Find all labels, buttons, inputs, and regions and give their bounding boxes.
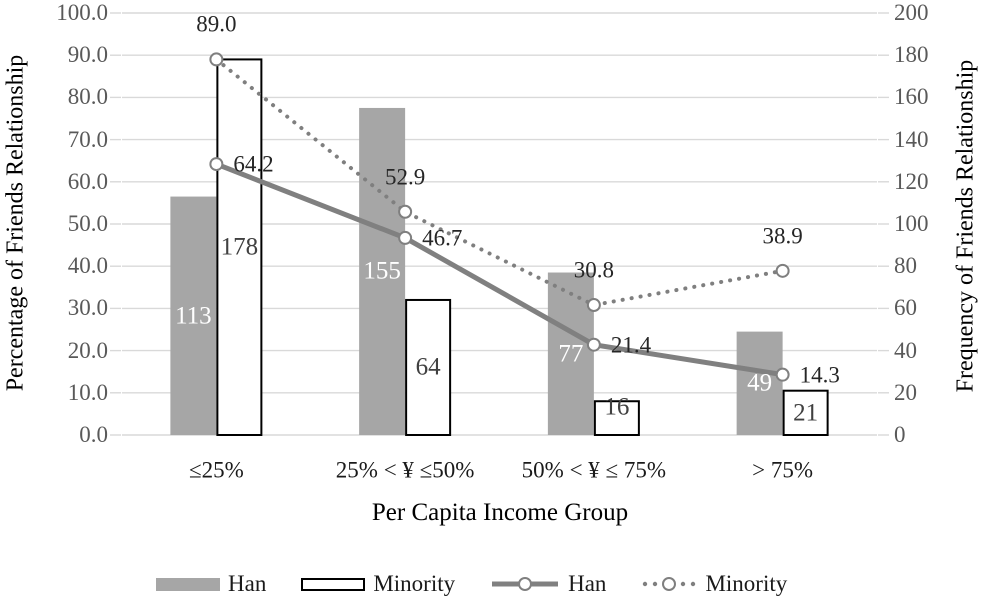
- right-axis-tick-label: 40: [894, 337, 917, 363]
- minority-line-value-label: 52.9: [385, 164, 426, 190]
- han-line-value-label: 64.2: [233, 151, 274, 177]
- right-axis-tick-label: 80: [894, 253, 917, 279]
- minority-line-marker: [775, 263, 790, 278]
- han-bar-value-label: 155: [363, 257, 401, 285]
- minority-bar-value-label: 178: [220, 233, 259, 261]
- right-axis-title: Frequency of Friends Relationship: [952, 59, 979, 393]
- minority-line-marker: [209, 52, 224, 67]
- minority-bar-value-label: 16: [604, 393, 630, 421]
- left-axis-tick-label: 100.0: [56, 0, 108, 25]
- han-bar-value-label: 113: [175, 302, 212, 330]
- han-bar: [170, 196, 217, 435]
- minority-line-marker: [398, 204, 413, 219]
- right-axis-tick-label: 180: [894, 42, 929, 68]
- x-category-label: > 75%: [752, 457, 814, 483]
- minority-bar: [782, 389, 829, 437]
- han-bar: [359, 107, 406, 435]
- han-line-marker: [586, 337, 601, 352]
- han-line-marker: [775, 367, 790, 382]
- minority-line-value-label: 38.9: [762, 223, 803, 249]
- left-axis-tick-label: 90.0: [67, 42, 108, 68]
- han-bar-value-label: 49: [747, 369, 773, 397]
- legend: Han Minority Han Minority: [156, 571, 787, 597]
- left-axis-tick-label: 60.0: [67, 168, 108, 194]
- legend-item-minority-bar: Minority: [301, 571, 455, 597]
- han-bar-swatch: [156, 577, 220, 591]
- legend-item-han-line: Han: [490, 571, 606, 597]
- legend-label: Han: [228, 571, 267, 596]
- minority-line: [214, 57, 785, 308]
- left-axis-tick-label: 40.0: [67, 253, 108, 279]
- minority-line-value-label: 30.8: [573, 257, 614, 283]
- minority-bar-value-label: 21: [793, 399, 819, 427]
- legend-item-han-bar: Han: [156, 571, 266, 597]
- right-axis-tick-label: 0: [894, 422, 906, 447]
- x-axis-title: Per Capita Income Group: [371, 499, 629, 526]
- x-category-label: 25% < ¥ ≤50%: [335, 457, 475, 483]
- minority-bar-value-label: 64: [415, 353, 441, 381]
- right-axis-tick-label: 60: [894, 295, 917, 321]
- han-bar: [547, 272, 594, 435]
- han-line-value-label: 14.3: [799, 362, 840, 388]
- legend-label: Minority: [705, 571, 788, 596]
- left-axis-tick-label: 70.0: [67, 126, 108, 152]
- han-line-marker: [398, 230, 413, 245]
- x-category-label: ≤25%: [188, 457, 244, 483]
- left-axis-tick-label: 10.0: [67, 379, 108, 405]
- left-axis-tick-label: 30.0: [67, 295, 108, 321]
- left-axis-title: Percentage of Friends Relationship: [2, 54, 29, 392]
- left-axis-tick-label: 80.0: [67, 84, 108, 110]
- legend-item-minority-line: Minority: [641, 571, 787, 597]
- han-bar: [736, 331, 783, 435]
- minority-line-value-label: 89.0: [196, 11, 237, 37]
- minority-bar-swatch: [301, 577, 366, 591]
- han-bar-value-label: 77: [558, 340, 584, 368]
- right-axis-tick-label: 120: [894, 168, 929, 194]
- han-line-value-label: 46.7: [422, 225, 463, 251]
- right-axis-tick-label: 200: [894, 0, 929, 25]
- han-line-marker: [209, 157, 224, 172]
- right-axis-tick-label: 140: [894, 126, 929, 152]
- han-line: [215, 161, 784, 378]
- right-axis-tick-label: 20: [894, 379, 917, 405]
- minority-bar: [216, 58, 263, 436]
- left-axis-tick-label: 50.0: [67, 211, 108, 236]
- minority-bar: [593, 400, 640, 436]
- minority-bar: [405, 298, 452, 436]
- right-axis-tick-label: 160: [894, 84, 929, 110]
- left-axis-tick-label: 20.0: [67, 337, 108, 363]
- x-category-label: 50% < ¥ ≤ 75%: [521, 457, 667, 483]
- minority-line-marker: [586, 298, 601, 313]
- legend-label: Minority: [373, 571, 456, 596]
- han-line-value-label: 21.4: [610, 332, 652, 358]
- legend-label: Han: [568, 571, 607, 596]
- dotted-line-marker-swatch: [643, 577, 696, 591]
- left-axis-tick-label: 0.0: [79, 422, 108, 447]
- right-axis-tick-label: 100: [894, 211, 929, 236]
- solid-line-marker-swatch: [492, 577, 559, 591]
